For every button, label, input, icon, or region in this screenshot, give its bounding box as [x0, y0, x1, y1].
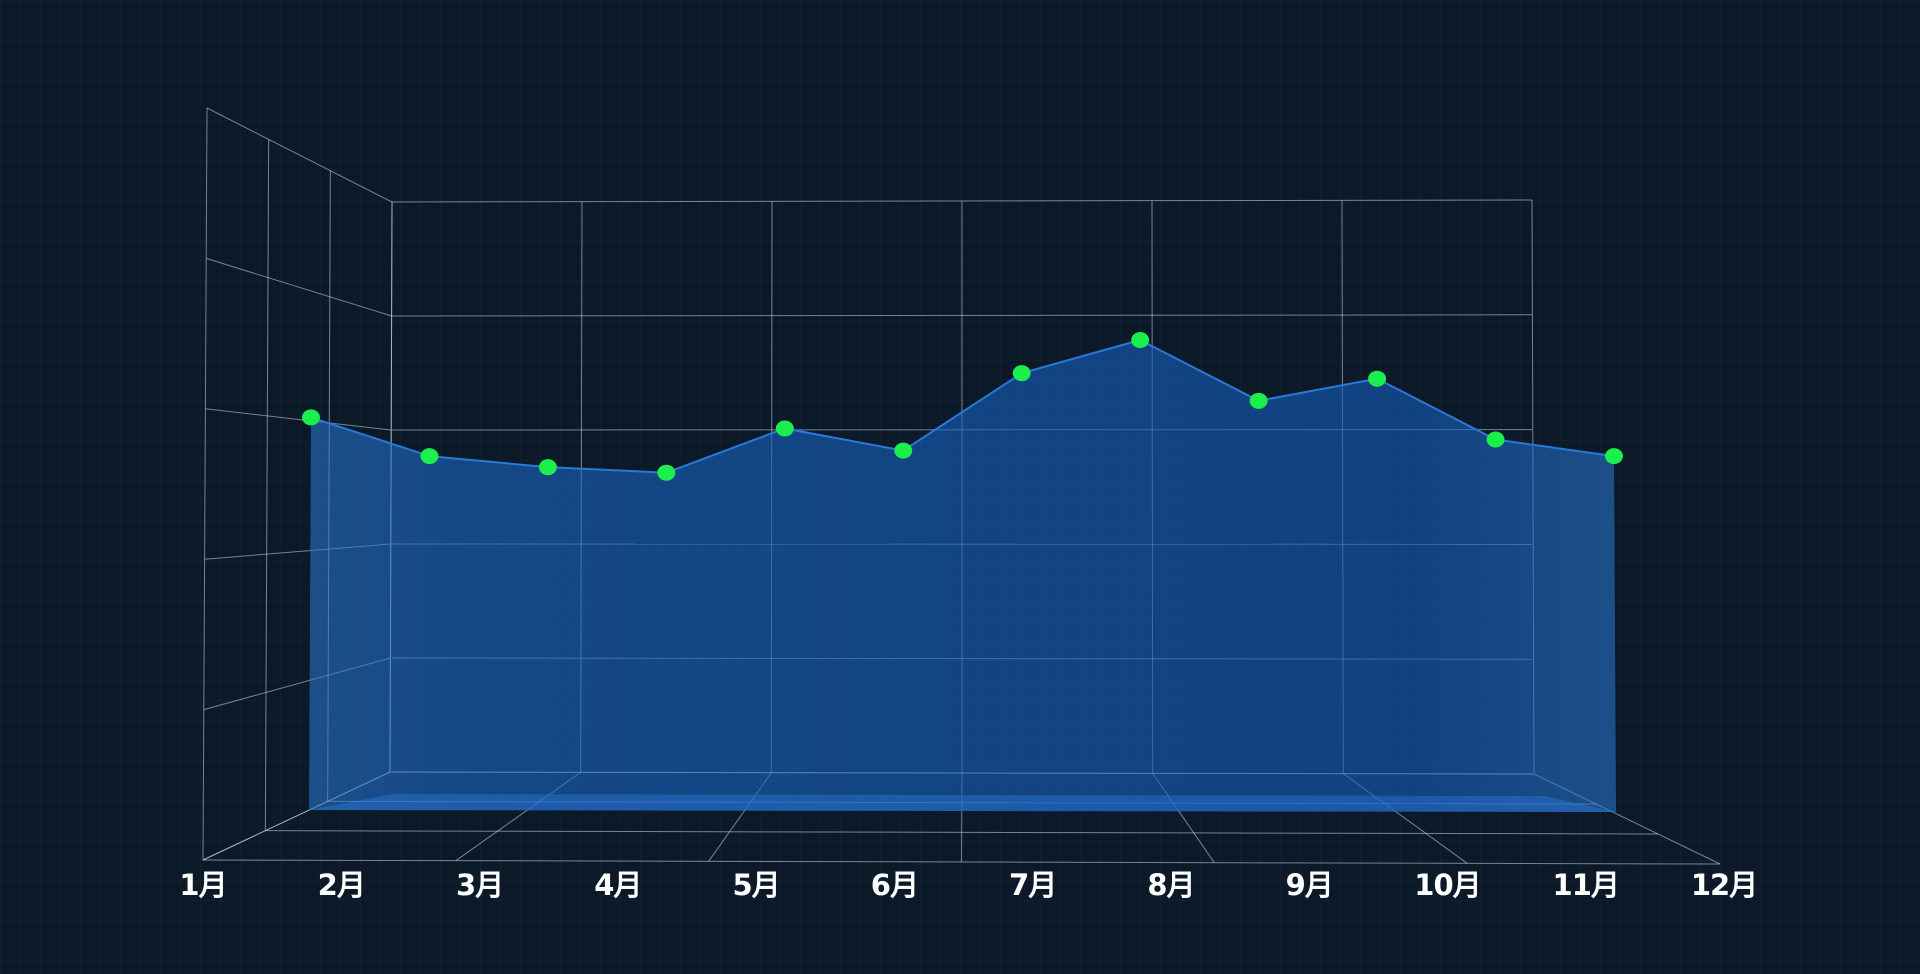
data-point [539, 459, 557, 475]
grid-line-back-horizontal [392, 315, 1532, 316]
x-tick-label: 12月 [1691, 862, 1757, 904]
data-point [776, 420, 794, 436]
data-point [302, 409, 320, 425]
x-tick-label: 8月 [1147, 862, 1194, 904]
data-point [1605, 448, 1623, 464]
grid-line-left-vertical [203, 108, 207, 860]
grid-line-left-vertical [265, 139, 268, 830]
data-point [1250, 393, 1268, 409]
x-tick-label: 6月 [871, 862, 918, 904]
data-point [894, 443, 912, 459]
data-point [657, 465, 675, 481]
x-tick-label: 7月 [1009, 862, 1056, 904]
grid-line-left-horizontal [205, 409, 391, 430]
series-area-floor-edge [309, 794, 1616, 812]
x-tick-label: 5月 [732, 862, 779, 904]
x-tick-label: 3月 [456, 862, 503, 904]
x-tick-label: 4月 [594, 862, 641, 904]
data-point [1487, 432, 1505, 448]
x-tick-label: 1月 [179, 862, 226, 904]
x-tick-label: 11月 [1553, 862, 1619, 904]
grid-line-left-horizontal [206, 258, 391, 316]
data-point [1368, 371, 1386, 387]
x-tick-label: 10月 [1414, 862, 1480, 904]
data-point [1131, 332, 1149, 348]
x-tick-label: 2月 [318, 862, 365, 904]
x-tick-label: 9月 [1286, 862, 1333, 904]
data-point [1013, 365, 1031, 381]
grid-line-left-horizontal [207, 108, 392, 202]
data-point [420, 448, 438, 464]
